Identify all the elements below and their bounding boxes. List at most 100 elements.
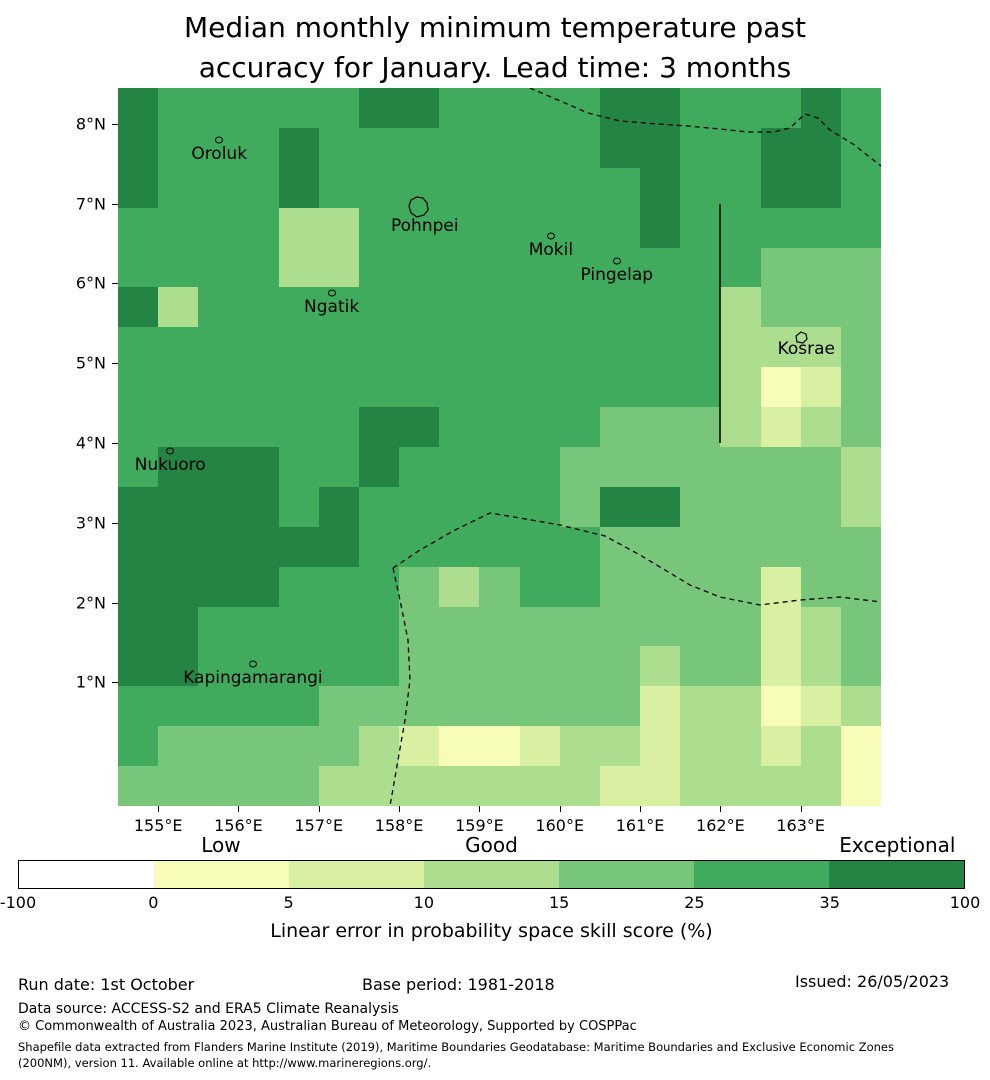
heatmap-cell <box>519 486 560 527</box>
heatmap-cell <box>118 247 159 288</box>
x-tick-label: 155°E <box>133 816 183 835</box>
heatmap-cell <box>599 726 641 767</box>
heatmap-cell <box>318 726 359 767</box>
heatmap-cell <box>840 526 881 567</box>
heatmap-cell <box>840 88 881 128</box>
x-tick-label: 159°E <box>455 816 504 835</box>
x-tick-label: 160°E <box>535 816 585 835</box>
y-tick-mark <box>112 363 118 365</box>
heatmap-cell <box>358 287 400 328</box>
heatmap-cell <box>519 646 560 687</box>
heatmap-cell <box>559 207 600 248</box>
heatmap-cell <box>118 407 159 447</box>
heatmap-cell <box>519 447 560 487</box>
heatmap-cell <box>800 287 841 328</box>
heatmap-cell <box>519 766 560 806</box>
heatmap-cell <box>640 367 681 408</box>
heatmap-cell <box>439 726 480 767</box>
colorbar-segment <box>559 861 694 888</box>
heatmap-cell <box>720 247 761 288</box>
heatmap-cell <box>680 766 721 806</box>
heatmap-cell <box>720 287 761 328</box>
heatmap-cell <box>680 127 721 168</box>
heatmap-cell <box>559 646 600 687</box>
heatmap-cell <box>358 606 400 647</box>
heatmap-cell <box>559 247 600 288</box>
heatmap-cell <box>559 726 600 767</box>
heatmap-cell <box>760 566 801 607</box>
heatmap-cell <box>800 646 841 687</box>
heatmap-cell <box>800 526 841 567</box>
heatmap-cell <box>640 287 681 328</box>
heatmap-cell <box>599 646 641 687</box>
heatmap-cell <box>599 566 641 607</box>
heatmap-cell <box>118 766 159 806</box>
heatmap-cell <box>358 726 400 767</box>
heatmap-cell <box>680 566 721 607</box>
heatmap-cell <box>439 247 480 288</box>
heatmap-cell <box>358 447 400 487</box>
heatmap-cell <box>238 207 279 248</box>
heatmap-cell <box>158 726 199 767</box>
heatmap-cell <box>519 247 560 288</box>
heatmap-cell <box>238 367 279 408</box>
heatmap-cell <box>399 167 440 208</box>
heatmap-cell <box>238 726 279 767</box>
heatmap-cell <box>800 566 841 607</box>
island-labels: Oroluk Pohnpei Mokil Pingelap Ngatik Kosrae Nu… <box>118 88 881 806</box>
heatmap-cell <box>238 88 279 128</box>
heatmap-cell <box>439 207 480 248</box>
y-tick-label: 5°N <box>75 353 106 373</box>
heatmap-cell <box>599 486 641 527</box>
heatmap-cell <box>680 646 721 687</box>
heatmap-cell <box>198 167 239 208</box>
heatmap-cell <box>479 646 520 687</box>
heatmap-cell <box>680 606 721 647</box>
heatmap-cell <box>760 367 801 408</box>
pohnpei-island-outline <box>408 196 429 218</box>
heatmap-cell <box>479 247 520 288</box>
heatmap-cell <box>358 686 400 727</box>
heatmap-cell <box>118 486 159 527</box>
heatmap-cell <box>358 367 400 408</box>
heatmap-cell <box>439 526 480 567</box>
heatmap-cell <box>640 407 681 447</box>
heatmap-cell <box>318 207 359 248</box>
heatmap-cell <box>118 207 159 248</box>
heatmap-cell <box>720 486 761 527</box>
heatmap-cell <box>318 287 359 328</box>
heatmap-cell <box>640 486 681 527</box>
heatmap-cell <box>278 726 319 767</box>
heatmap-cell <box>439 606 480 647</box>
heatmap-cell <box>198 88 239 128</box>
island-atoll-marker <box>166 447 175 455</box>
heatmap-cell <box>238 766 279 806</box>
heatmap-cell <box>800 606 841 647</box>
heatmap-cell <box>640 327 681 368</box>
heatmap-cell <box>720 766 761 806</box>
heatmap-cell <box>559 327 600 368</box>
heatmap-cell <box>559 88 600 128</box>
y-tick-mark <box>112 283 118 285</box>
colorbar-tick-label: 10 <box>413 893 435 912</box>
x-tick-mark <box>158 806 160 812</box>
heatmap-cell <box>399 566 440 607</box>
heatmap-cell <box>479 167 520 208</box>
heatmap-cell <box>840 726 881 767</box>
heatmap-cell <box>118 606 159 647</box>
heatmap-cell <box>559 287 600 328</box>
heatmap-cell <box>800 127 841 168</box>
heatmap-cell <box>399 327 440 368</box>
colorbar-tick-label: -100 <box>0 893 37 912</box>
heatmap-cell <box>800 327 841 368</box>
heatmap-cell <box>479 367 520 408</box>
heatmap-cell <box>760 726 801 767</box>
heatmap-cell <box>840 247 881 288</box>
heatmap-cell <box>238 447 279 487</box>
heatmap-cell <box>118 127 159 168</box>
heatmap-cell <box>158 167 199 208</box>
heatmap-cell <box>439 88 480 128</box>
heatmap-cell <box>158 327 199 368</box>
x-tick-mark <box>800 806 802 812</box>
heatmap-cell <box>198 247 239 288</box>
